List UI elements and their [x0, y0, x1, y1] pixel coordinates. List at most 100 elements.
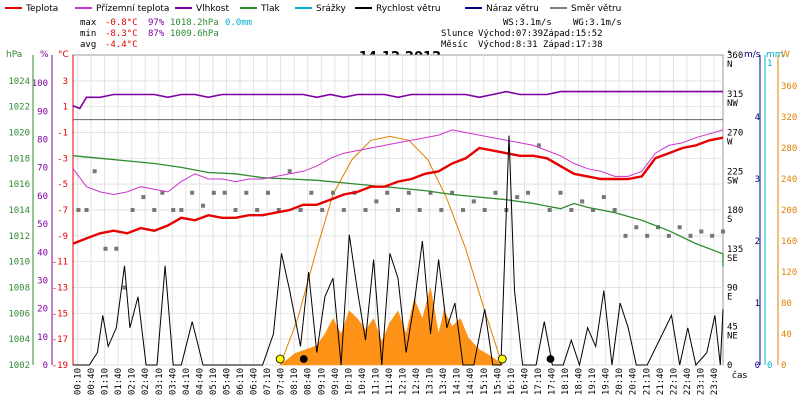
- axis-label-celsius: °C: [58, 50, 69, 60]
- direction-tick-label: 90: [727, 284, 738, 294]
- direction-tick-label: 315: [727, 90, 743, 100]
- percent-tick-label: 30: [37, 276, 48, 286]
- info-moon-label: Měsíc: [441, 40, 468, 50]
- direction-compass-label: SW: [727, 176, 738, 186]
- celsius-tick-label: 3: [63, 77, 68, 87]
- legend-item-prizemni-teplota: Přízemní teplota: [75, 4, 169, 14]
- celsius-tick-label: -9: [57, 232, 68, 242]
- wind-direction-mark: [201, 203, 205, 208]
- celsius-tick-label: -5: [57, 180, 68, 190]
- x-tick-label: 22:10: [669, 368, 679, 395]
- percent-tick-label: 20: [37, 305, 48, 315]
- wind-direction-mark: [699, 229, 704, 234]
- ms-tick-label: 1: [755, 299, 760, 309]
- axis-label-wm2: W: [781, 50, 790, 60]
- ms-tick-label: 2: [755, 237, 760, 247]
- wind-direction-mark: [601, 195, 606, 200]
- info-ws: WS:3.1m/s: [503, 18, 552, 28]
- info-wg: WG:3.1m/s: [573, 18, 622, 28]
- hpa-tick-label: 1020: [8, 129, 30, 139]
- x-tick-label: 04:10: [182, 368, 192, 395]
- wind-direction-mark: [710, 233, 715, 238]
- x-tick-label: 10:40: [358, 368, 368, 395]
- x-tick-label: 08:40: [304, 368, 314, 395]
- direction-tick-label: 180: [727, 206, 743, 216]
- x-tick-label: 13:40: [439, 368, 449, 395]
- moon-marker: [546, 355, 555, 363]
- axis-label-percent: %: [40, 50, 49, 60]
- wind-direction-mark: [130, 208, 135, 212]
- wind-direction-mark: [688, 233, 693, 238]
- wind-direction-mark: [374, 199, 379, 204]
- x-tick-label: 00:10: [74, 368, 84, 395]
- celsius-tick-label: 1: [63, 103, 68, 113]
- info-sun-label: Slunce: [441, 29, 474, 39]
- direction-tick-label: 0: [727, 361, 732, 371]
- legend-label-prizemni-teplota: Přízemní teplota: [96, 4, 169, 14]
- legend-item-smer-vetru: Směr větru: [550, 4, 621, 14]
- wind-direction-mark: [160, 190, 165, 195]
- x-tick-label: 18:10: [561, 368, 571, 395]
- x-tick-label: 03:40: [168, 368, 178, 395]
- direction-tick-label: 135: [727, 245, 743, 255]
- x-tick-label: 15:10: [480, 368, 490, 395]
- x-tick-label: 19:40: [602, 368, 612, 395]
- stat-max-temp: -0.8°C: [105, 18, 138, 28]
- celsius-tick-label: -7: [57, 206, 68, 216]
- x-tick-label: 06:10: [236, 368, 246, 395]
- wind-direction-mark: [255, 208, 260, 212]
- wm2-tick-label: 120: [781, 268, 797, 278]
- x-tick-label: 17:40: [547, 368, 557, 395]
- x-tick-label: 13:10: [426, 368, 436, 395]
- wind-direction-mark: [211, 190, 216, 195]
- hpa-tick-label: 1002: [8, 361, 30, 371]
- legend-label-tlak: Tlak: [260, 4, 281, 14]
- percent-tick-label: 50: [37, 220, 48, 230]
- direction-compass-label: NW: [727, 99, 738, 109]
- percent-tick-label: 90: [37, 107, 48, 117]
- celsius-tick-label: -19: [52, 361, 68, 371]
- direction-tick-label: 225: [727, 167, 743, 177]
- x-tick-label: 07:10: [263, 368, 273, 395]
- x-tick-label: 10:10: [344, 368, 354, 395]
- celsius-tick-label: -3: [57, 154, 68, 164]
- wind-direction-mark: [190, 190, 195, 195]
- ms-tick-label: 3: [755, 175, 760, 185]
- wind-direction-mark: [450, 190, 455, 195]
- percent-tick-label: 0: [43, 361, 48, 371]
- wind-direction-mark: [179, 208, 184, 212]
- percent-tick-label: 60: [37, 192, 48, 202]
- axis-label-time: čas: [732, 370, 747, 381]
- x-tick-label: 03:10: [155, 368, 165, 395]
- wind-direction-mark: [428, 190, 433, 195]
- axis-label-direction: °: [727, 50, 732, 60]
- celsius-tick-label: -11: [52, 258, 68, 268]
- wind-direction-mark: [84, 208, 89, 212]
- solar-radiation-area: [279, 287, 504, 366]
- hpa-tick-label: 1022: [8, 103, 30, 113]
- celsius-tick-label: -1: [57, 129, 68, 139]
- x-tick-label: 19:10: [588, 368, 598, 395]
- wind-direction-mark: [536, 143, 541, 148]
- stat-max-rain: 0.0mm: [225, 18, 252, 28]
- wind-direction-mark: [493, 190, 498, 195]
- x-tick-label: 02:10: [128, 368, 138, 395]
- info-block: WS:3.1m/s WG:3.1m/s Slunce Východ:07:39 …: [441, 18, 622, 50]
- wm2-tick-label: 40: [781, 330, 792, 340]
- axis-label-ms: m/s: [744, 50, 761, 60]
- x-tick-label: 14:10: [453, 368, 463, 395]
- mm-tick-label: 0: [767, 361, 772, 371]
- wm2-tick-label: 280: [781, 144, 797, 154]
- celsius-tick-label: -17: [52, 335, 68, 345]
- wind-direction-mark: [103, 246, 108, 251]
- wind-speed-line: [73, 135, 724, 367]
- wind-direction-mark: [122, 285, 127, 290]
- wind-direction-mark: [152, 208, 157, 212]
- hpa-tick-label: 1008: [8, 284, 30, 294]
- ground-temperature-line: [72, 129, 724, 196]
- x-tick-label: 12:40: [412, 368, 422, 395]
- legend-label-srazky: Srážky: [316, 4, 347, 14]
- wind-direction-mark: [320, 208, 325, 212]
